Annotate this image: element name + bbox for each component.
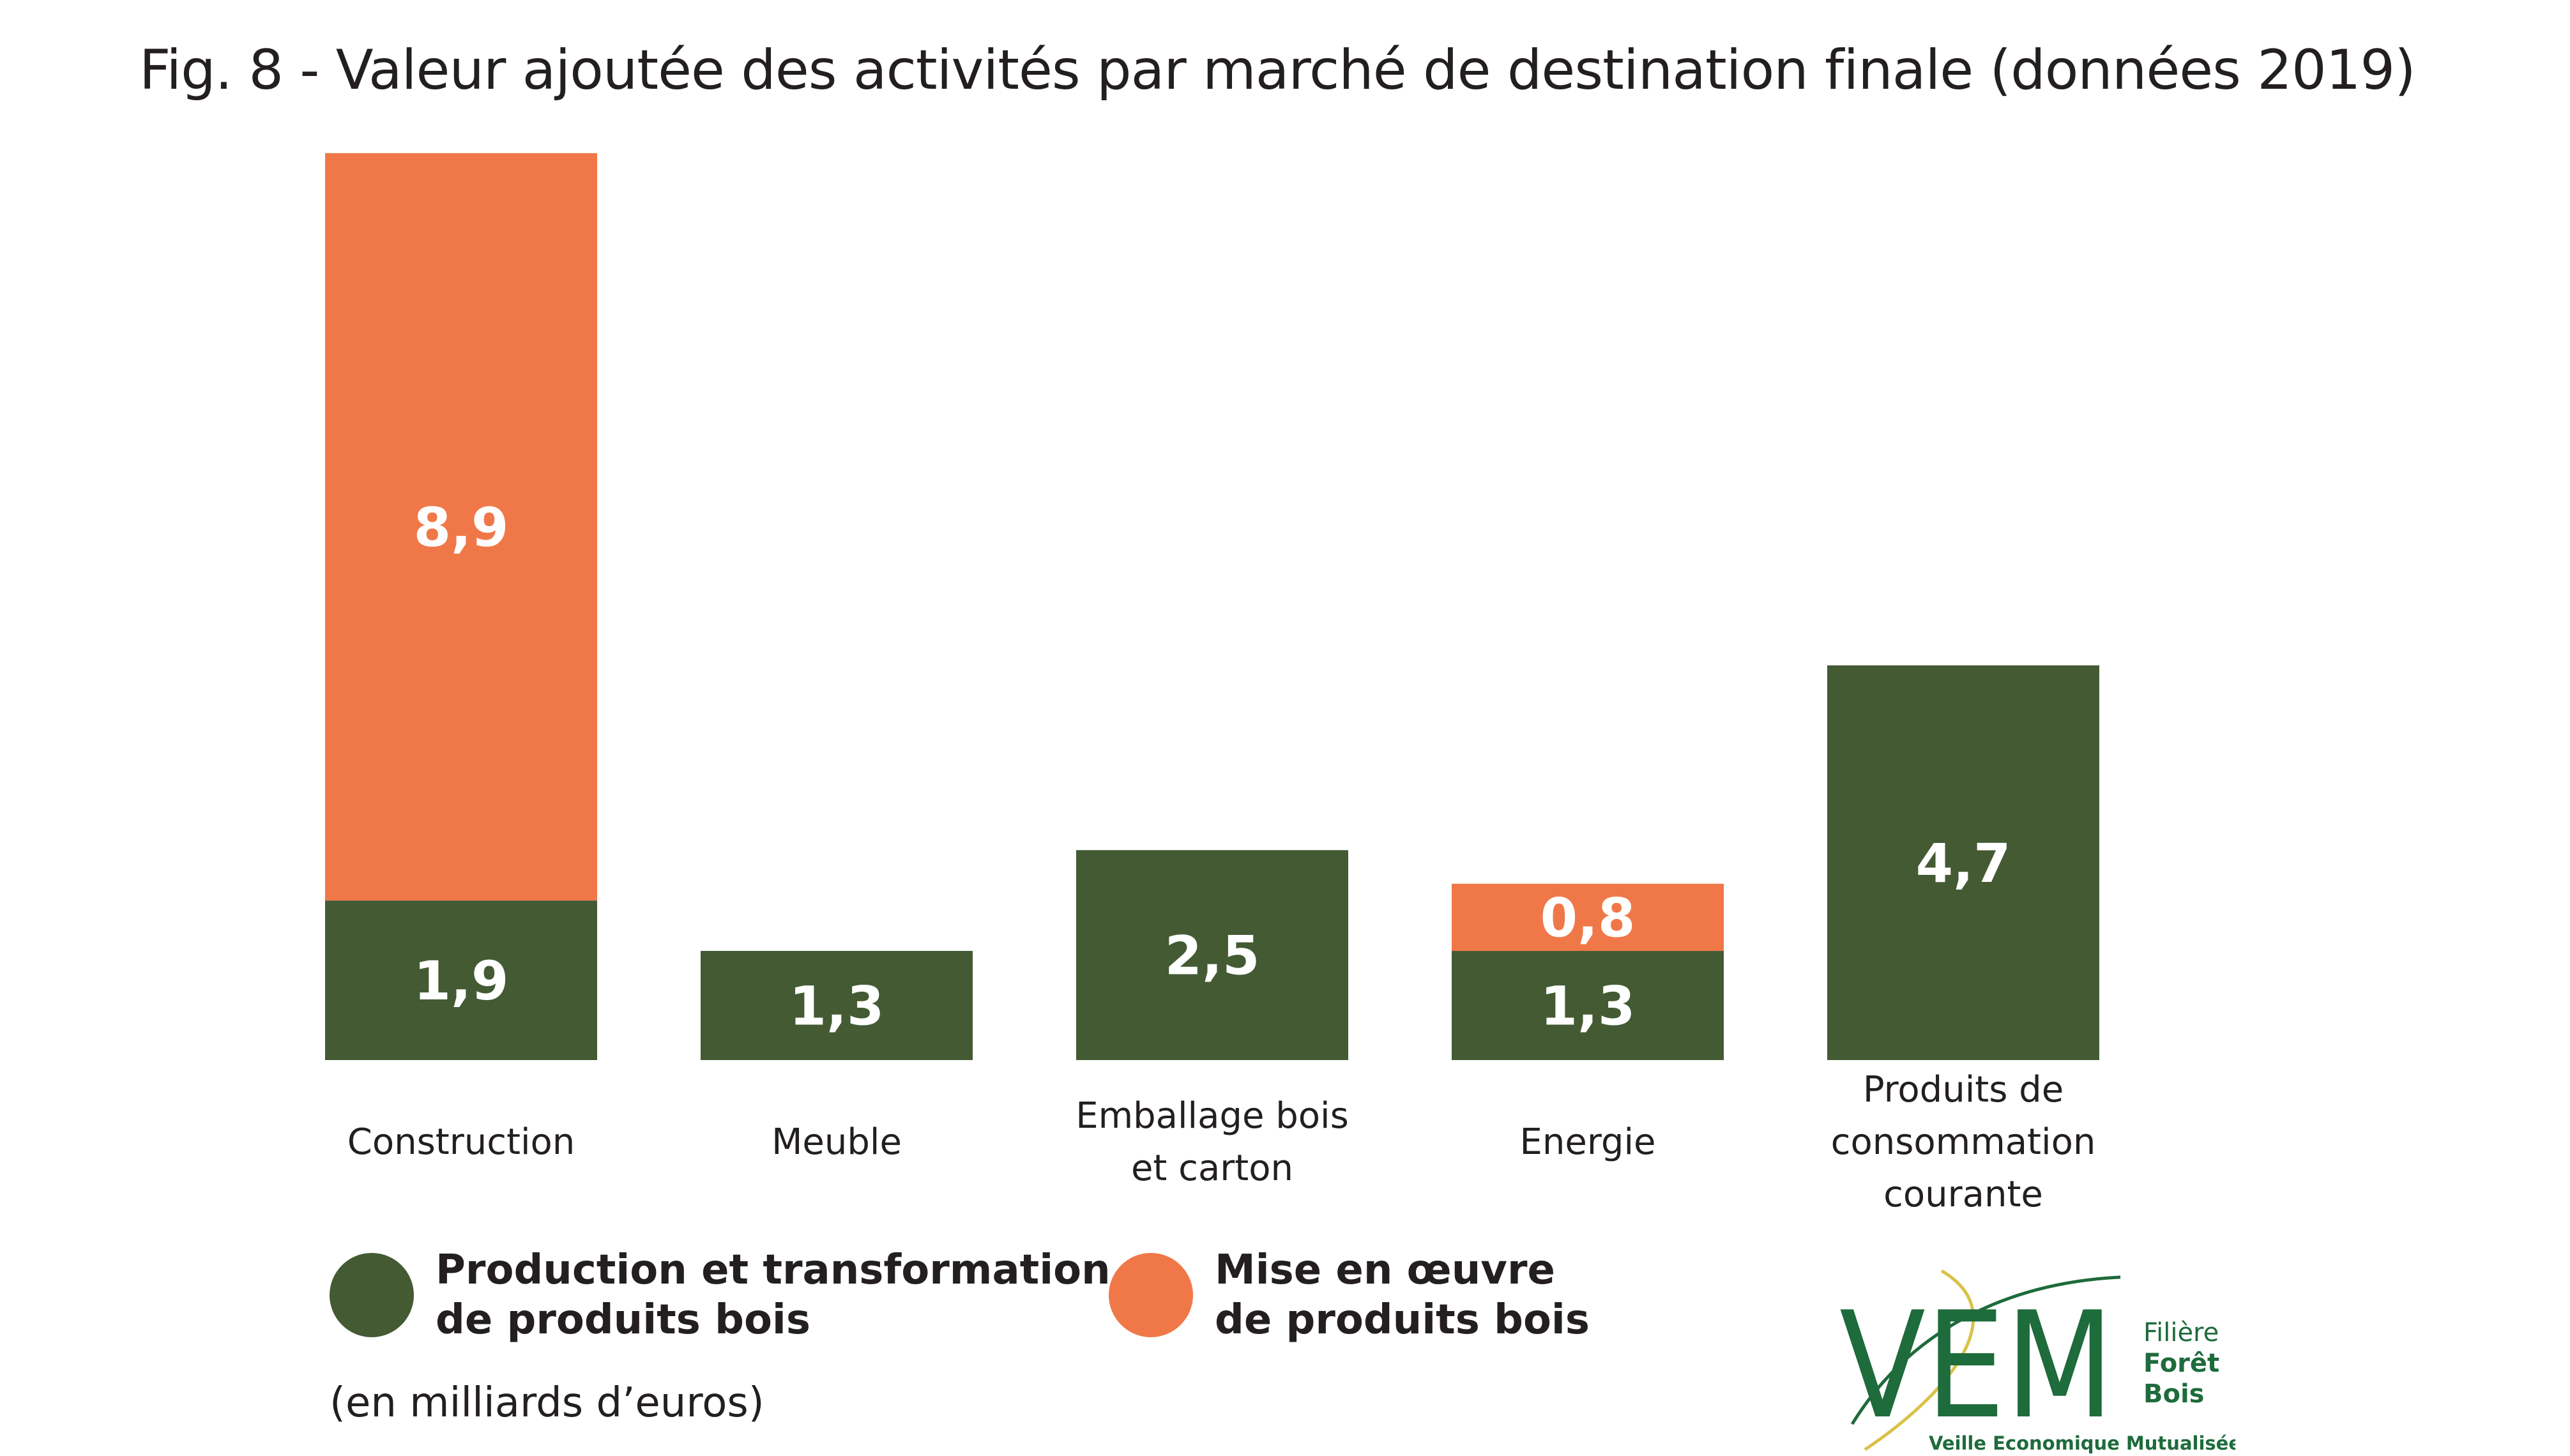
logo-line-filiere: Filière: [2143, 1318, 2219, 1347]
bar-production-1: [701, 951, 973, 1060]
vem-logo: VEM Filière Forêt Bois Veille Economique…: [1839, 1269, 2235, 1454]
category-label-3: Energie: [1520, 1121, 1656, 1163]
data-label-production-3: 1,3: [1540, 975, 1636, 1038]
category-label-2: Emballage bois et carton: [1076, 1095, 1349, 1189]
data-label-mise-en-oeuvre-3: 0,8: [1540, 886, 1636, 949]
legend-item-mise-en-oeuvre: Mise en œuvre de produits bois: [1109, 1245, 1590, 1345]
category-label-4: Produits de consommation courante: [1831, 1069, 2096, 1215]
bar-production-0: [325, 900, 597, 1060]
data-label-production-4: 4,7: [1916, 832, 2011, 895]
data-label-production-2: 2,5: [1165, 925, 1260, 987]
data-label-production-0: 1,9: [414, 950, 509, 1012]
legend-label-mise-en-oeuvre: Mise en œuvre de produits bois: [1215, 1247, 1590, 1344]
legend-label-production: Production et transformation de produits…: [436, 1247, 1111, 1344]
category-label-0: Construction: [347, 1121, 575, 1163]
data-label-production-1: 1,3: [789, 975, 885, 1038]
chart-title: Fig. 8 - Valeur ajoutée des activités pa…: [139, 38, 2416, 102]
legend-item-production: Production et transformation de produits…: [330, 1245, 1111, 1345]
bar-mise-en-oeuvre-0: [325, 153, 597, 901]
logo-line-bois: Bois: [2143, 1379, 2205, 1409]
logo-swoosh-green: [1850, 1275, 2121, 1425]
data-label-mise-en-oeuvre-0: 8,9: [414, 496, 509, 559]
category-label-1: Meuble: [772, 1121, 902, 1163]
bar-production-2: [1076, 850, 1348, 1060]
legend-swatch-mise-en-oeuvre: [1109, 1253, 1193, 1337]
logo-line-foret: Forêt: [2143, 1349, 2219, 1378]
bar-production-3: [1452, 951, 1724, 1060]
logo-tagline: Veille Economique Mutualisée: [1929, 1432, 2235, 1454]
logo-swoosh-yellow: [1864, 1269, 1975, 1452]
bar-chart: 1,9 8,9 Construction 1,3 Meuble 2,5 Emballage …: [325, 153, 2099, 1215]
bar-mise-en-oeuvre-3: [1452, 883, 1724, 952]
bar-production-4: [1827, 665, 2099, 1060]
legend-swatch-production: [330, 1253, 414, 1337]
unit-note: (en milliards d’euros): [330, 1379, 764, 1427]
logo-letters: VEM: [1839, 1281, 2114, 1452]
